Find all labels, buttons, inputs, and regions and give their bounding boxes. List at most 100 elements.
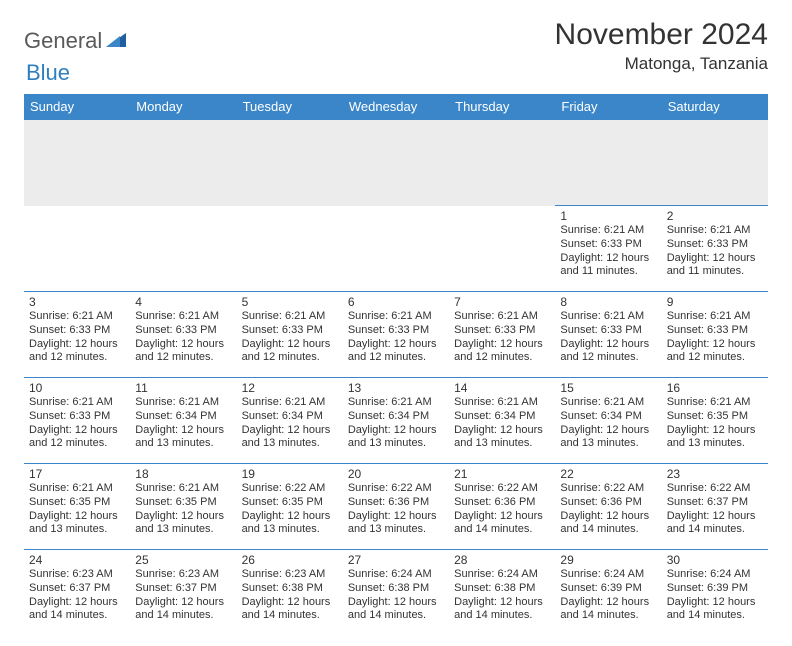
sunrise-text: Sunrise: 6:21 AM (348, 310, 444, 324)
weekday-header: Wednesday (343, 94, 449, 120)
calendar-day-cell: 4Sunrise: 6:21 AMSunset: 6:33 PMDaylight… (130, 292, 236, 378)
sunset-text: Sunset: 6:38 PM (242, 582, 338, 596)
sunrise-text: Sunrise: 6:21 AM (667, 310, 763, 324)
day-number: 28 (454, 553, 550, 567)
logo: General (24, 18, 128, 54)
day-number: 3 (29, 295, 125, 309)
sunrise-text: Sunrise: 6:22 AM (242, 482, 338, 496)
calendar-day-cell (130, 206, 236, 292)
sunset-text: Sunset: 6:33 PM (560, 324, 656, 338)
sunrise-text: Sunrise: 6:23 AM (29, 568, 125, 582)
sunset-text: Sunset: 6:33 PM (560, 238, 656, 252)
calendar-day-cell: 7Sunrise: 6:21 AMSunset: 6:33 PMDaylight… (449, 292, 555, 378)
day-number: 27 (348, 553, 444, 567)
sunrise-text: Sunrise: 6:24 AM (348, 568, 444, 582)
calendar-day-cell: 19Sunrise: 6:22 AMSunset: 6:35 PMDayligh… (237, 464, 343, 550)
daylight-text: Daylight: 12 hours and 14 minutes. (454, 510, 550, 538)
calendar-day-cell: 5Sunrise: 6:21 AMSunset: 6:33 PMDaylight… (237, 292, 343, 378)
sunrise-text: Sunrise: 6:23 AM (135, 568, 231, 582)
sunset-text: Sunset: 6:34 PM (242, 410, 338, 424)
calendar-day-cell: 15Sunrise: 6:21 AMSunset: 6:34 PMDayligh… (555, 378, 661, 464)
daylight-text: Daylight: 12 hours and 12 minutes. (29, 424, 125, 452)
day-number: 17 (29, 467, 125, 481)
calendar-day-cell: 12Sunrise: 6:21 AMSunset: 6:34 PMDayligh… (237, 378, 343, 464)
calendar-day-cell (24, 206, 130, 292)
daylight-text: Daylight: 12 hours and 14 minutes. (667, 596, 763, 624)
daylight-text: Daylight: 12 hours and 12 minutes. (454, 338, 550, 366)
sunset-text: Sunset: 6:34 PM (560, 410, 656, 424)
daylight-text: Daylight: 12 hours and 11 minutes. (667, 252, 763, 280)
weekday-header: Saturday (662, 94, 768, 120)
sunrise-text: Sunrise: 6:22 AM (667, 482, 763, 496)
daylight-text: Daylight: 12 hours and 12 minutes. (135, 338, 231, 366)
day-number: 24 (29, 553, 125, 567)
sunrise-text: Sunrise: 6:24 AM (454, 568, 550, 582)
daylight-text: Daylight: 12 hours and 12 minutes. (242, 338, 338, 366)
sunset-text: Sunset: 6:33 PM (454, 324, 550, 338)
sunset-text: Sunset: 6:34 PM (348, 410, 444, 424)
daylight-text: Daylight: 12 hours and 14 minutes. (560, 510, 656, 538)
sunset-text: Sunset: 6:39 PM (560, 582, 656, 596)
calendar-day-cell: 22Sunrise: 6:22 AMSunset: 6:36 PMDayligh… (555, 464, 661, 550)
sunrise-text: Sunrise: 6:22 AM (560, 482, 656, 496)
daylight-text: Daylight: 12 hours and 13 minutes. (29, 510, 125, 538)
sunrise-text: Sunrise: 6:21 AM (135, 482, 231, 496)
day-number: 26 (242, 553, 338, 567)
sunrise-text: Sunrise: 6:21 AM (348, 396, 444, 410)
weekday-header: Sunday (24, 94, 130, 120)
calendar-day-cell: 1Sunrise: 6:21 AMSunset: 6:33 PMDaylight… (555, 206, 661, 292)
sunset-text: Sunset: 6:36 PM (560, 496, 656, 510)
sunrise-text: Sunrise: 6:24 AM (667, 568, 763, 582)
calendar-day-cell: 16Sunrise: 6:21 AMSunset: 6:35 PMDayligh… (662, 378, 768, 464)
sunrise-text: Sunrise: 6:24 AM (560, 568, 656, 582)
calendar-body: 1Sunrise: 6:21 AMSunset: 6:33 PMDaylight… (24, 120, 768, 636)
daylight-text: Daylight: 12 hours and 13 minutes. (348, 424, 444, 452)
calendar-week-row: 24Sunrise: 6:23 AMSunset: 6:37 PMDayligh… (24, 550, 768, 636)
sunset-text: Sunset: 6:34 PM (135, 410, 231, 424)
calendar-week-row: 10Sunrise: 6:21 AMSunset: 6:33 PMDayligh… (24, 378, 768, 464)
sunrise-text: Sunrise: 6:22 AM (348, 482, 444, 496)
calendar-week-row: 1Sunrise: 6:21 AMSunset: 6:33 PMDaylight… (24, 206, 768, 292)
day-number: 19 (242, 467, 338, 481)
sunrise-text: Sunrise: 6:21 AM (560, 396, 656, 410)
logo-triangle-icon (106, 31, 126, 52)
daylight-text: Daylight: 12 hours and 14 minutes. (560, 596, 656, 624)
logo-text-blue: Blue (26, 60, 70, 85)
sunrise-text: Sunrise: 6:21 AM (29, 396, 125, 410)
calendar-day-cell: 10Sunrise: 6:21 AMSunset: 6:33 PMDayligh… (24, 378, 130, 464)
day-number: 23 (667, 467, 763, 481)
day-number: 22 (560, 467, 656, 481)
day-number: 10 (29, 381, 125, 395)
calendar-day-cell: 6Sunrise: 6:21 AMSunset: 6:33 PMDaylight… (343, 292, 449, 378)
day-number: 7 (454, 295, 550, 309)
sunrise-text: Sunrise: 6:21 AM (560, 310, 656, 324)
daylight-text: Daylight: 12 hours and 13 minutes. (348, 510, 444, 538)
sunset-text: Sunset: 6:35 PM (242, 496, 338, 510)
calendar-day-cell: 13Sunrise: 6:21 AMSunset: 6:34 PMDayligh… (343, 378, 449, 464)
daylight-text: Daylight: 12 hours and 14 minutes. (135, 596, 231, 624)
calendar-day-cell: 26Sunrise: 6:23 AMSunset: 6:38 PMDayligh… (237, 550, 343, 636)
calendar-day-cell: 9Sunrise: 6:21 AMSunset: 6:33 PMDaylight… (662, 292, 768, 378)
daylight-text: Daylight: 12 hours and 13 minutes. (242, 424, 338, 452)
sunrise-text: Sunrise: 6:21 AM (667, 224, 763, 238)
title-block: November 2024 Matonga, Tanzania (555, 18, 768, 74)
sunset-text: Sunset: 6:33 PM (667, 324, 763, 338)
daylight-text: Daylight: 12 hours and 13 minutes. (242, 510, 338, 538)
day-number: 29 (560, 553, 656, 567)
calendar-day-cell: 17Sunrise: 6:21 AMSunset: 6:35 PMDayligh… (24, 464, 130, 550)
calendar-page: General November 2024 Matonga, Tanzania … (0, 0, 792, 646)
calendar-day-cell (449, 206, 555, 292)
sunset-text: Sunset: 6:33 PM (348, 324, 444, 338)
day-number: 2 (667, 209, 763, 223)
sunrise-text: Sunrise: 6:21 AM (29, 310, 125, 324)
day-number: 6 (348, 295, 444, 309)
calendar-day-cell: 14Sunrise: 6:21 AMSunset: 6:34 PMDayligh… (449, 378, 555, 464)
calendar-day-cell: 20Sunrise: 6:22 AMSunset: 6:36 PMDayligh… (343, 464, 449, 550)
logo-text-general: General (24, 28, 102, 54)
day-number: 30 (667, 553, 763, 567)
sunrise-text: Sunrise: 6:21 AM (560, 224, 656, 238)
calendar-day-cell (343, 206, 449, 292)
sunset-text: Sunset: 6:37 PM (29, 582, 125, 596)
calendar-day-cell: 21Sunrise: 6:22 AMSunset: 6:36 PMDayligh… (449, 464, 555, 550)
sunset-text: Sunset: 6:35 PM (29, 496, 125, 510)
